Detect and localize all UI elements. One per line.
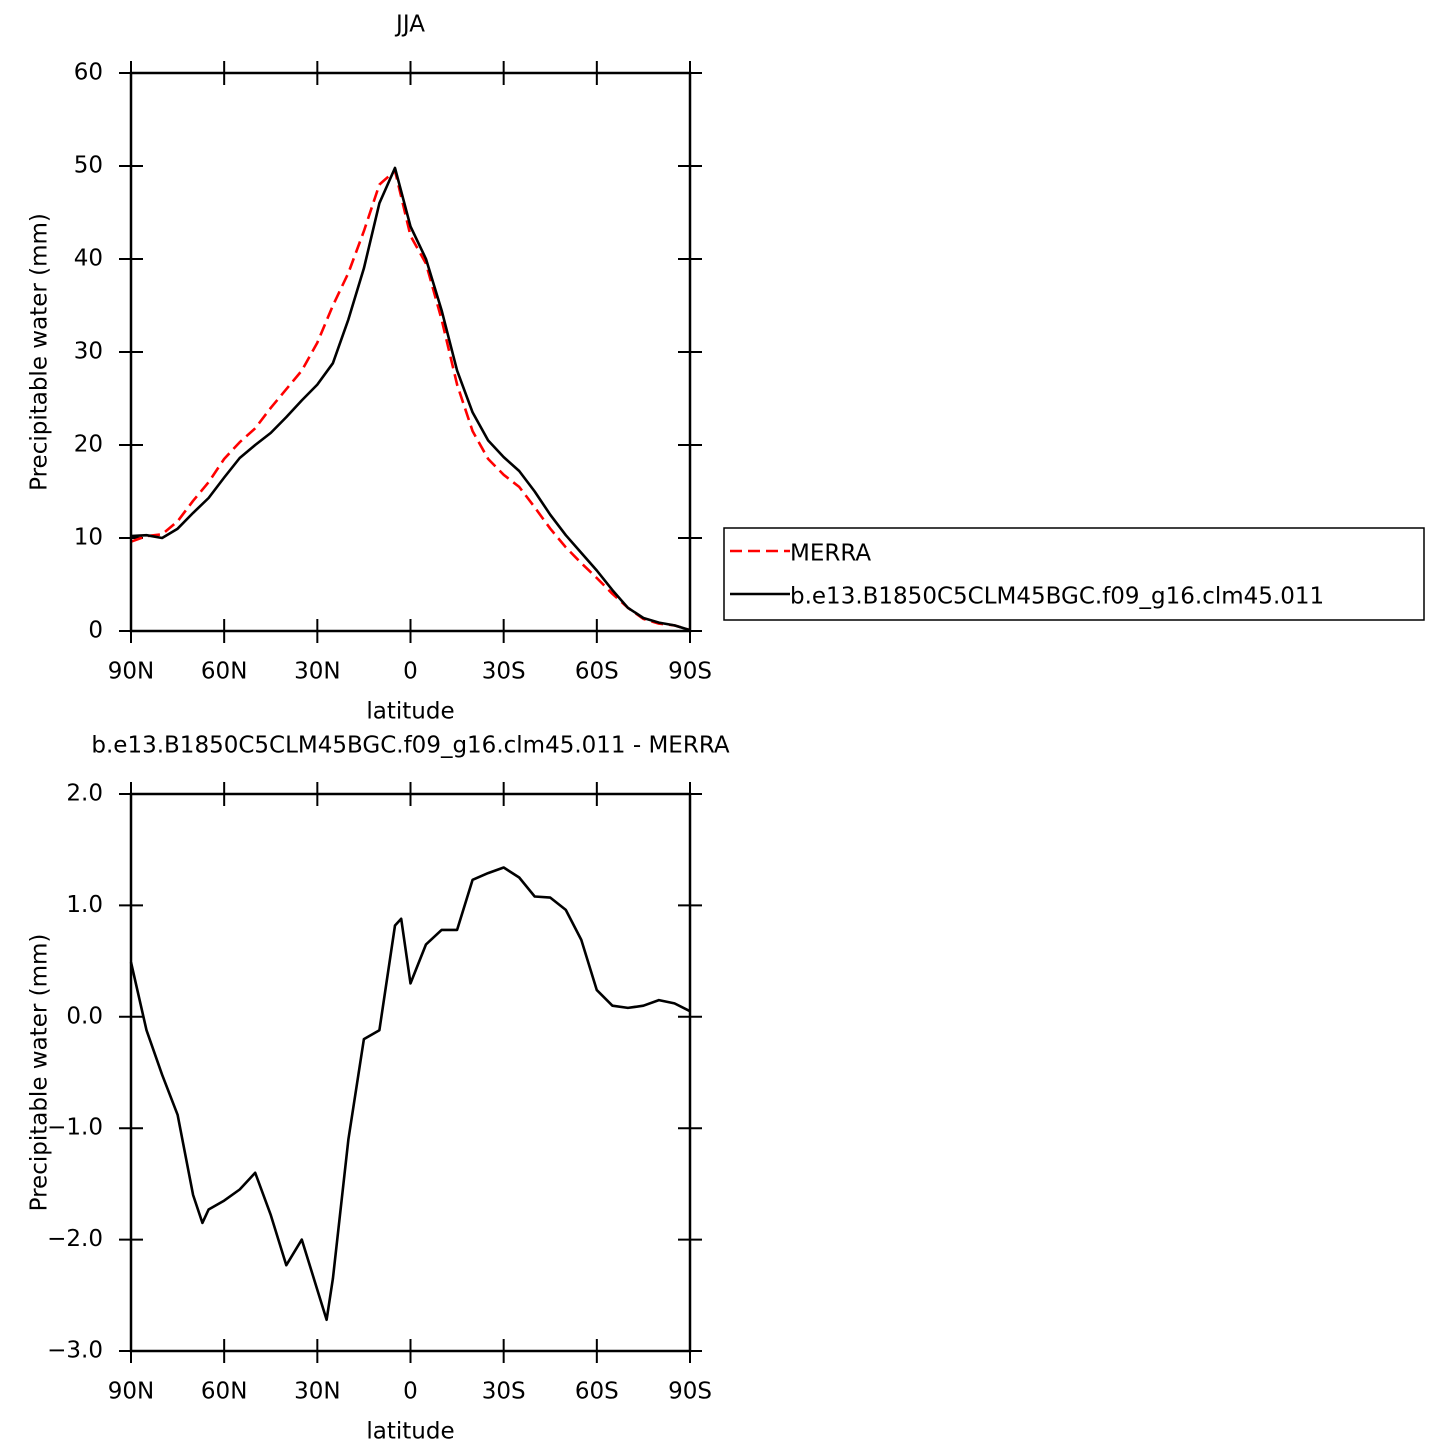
x-tick-label: 90S: [668, 659, 712, 685]
y-tick-label: 1.0: [66, 892, 103, 918]
series-line: [130, 169, 691, 632]
y-tick-label: 0.0: [66, 1003, 103, 1029]
x-tick-label: 30S: [482, 659, 526, 685]
x-tick-label: 60N: [201, 659, 247, 685]
y-tick-label: 50: [74, 153, 103, 179]
y-axis-label: Precipitable water (mm): [27, 934, 53, 1212]
y-tick-label: 2.0: [66, 781, 103, 807]
plot-frame: [129, 71, 692, 633]
chart-title: JJA: [394, 12, 425, 38]
y-tick-label: 20: [74, 432, 103, 458]
legend-box: [723, 527, 1425, 621]
chart-title: b.e13.B1850C5CLM45BGC.f09_g16.clm45.011 …: [91, 733, 729, 759]
x-axis-label: latitude: [366, 1419, 454, 1445]
legend-label: b.e13.B1850C5CLM45BGC.f09_g16.clm45.011: [790, 584, 1324, 610]
y-tick-label: 40: [74, 246, 103, 272]
legend-label: MERRA: [790, 541, 871, 567]
x-tick-label: 30N: [294, 1379, 340, 1405]
x-tick-label: 60S: [575, 659, 619, 685]
x-tick-label: 90S: [668, 1379, 712, 1405]
x-tick-label: 0: [403, 659, 418, 685]
y-tick-label: 30: [74, 339, 103, 365]
y-tick-label: −3.0: [47, 1338, 103, 1364]
plot-frame: [129, 792, 692, 1353]
y-tick-label: 0: [88, 618, 103, 644]
x-tick-label: 60S: [575, 1379, 619, 1405]
series-line: [129, 866, 691, 1322]
x-tick-label: 0: [403, 1379, 418, 1405]
x-axis-label: latitude: [366, 699, 454, 725]
x-tick-label: 60N: [201, 1379, 247, 1405]
series-line: [130, 166, 691, 632]
y-tick-label: 60: [74, 60, 103, 86]
y-tick-label: −2.0: [47, 1226, 103, 1252]
x-tick-label: 90N: [108, 659, 154, 685]
x-tick-label: 90N: [108, 1379, 154, 1405]
y-tick-label: −1.0: [47, 1115, 103, 1141]
y-axis-label: Precipitable water (mm): [27, 213, 53, 491]
x-tick-label: 30S: [482, 1379, 526, 1405]
x-tick-label: 30N: [294, 659, 340, 685]
y-tick-label: 10: [74, 525, 103, 551]
